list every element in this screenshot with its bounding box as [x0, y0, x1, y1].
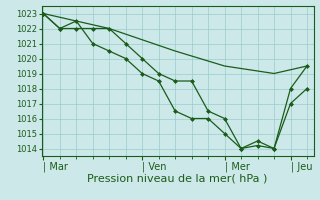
X-axis label: Pression niveau de la mer( hPa ): Pression niveau de la mer( hPa ) [87, 173, 268, 183]
